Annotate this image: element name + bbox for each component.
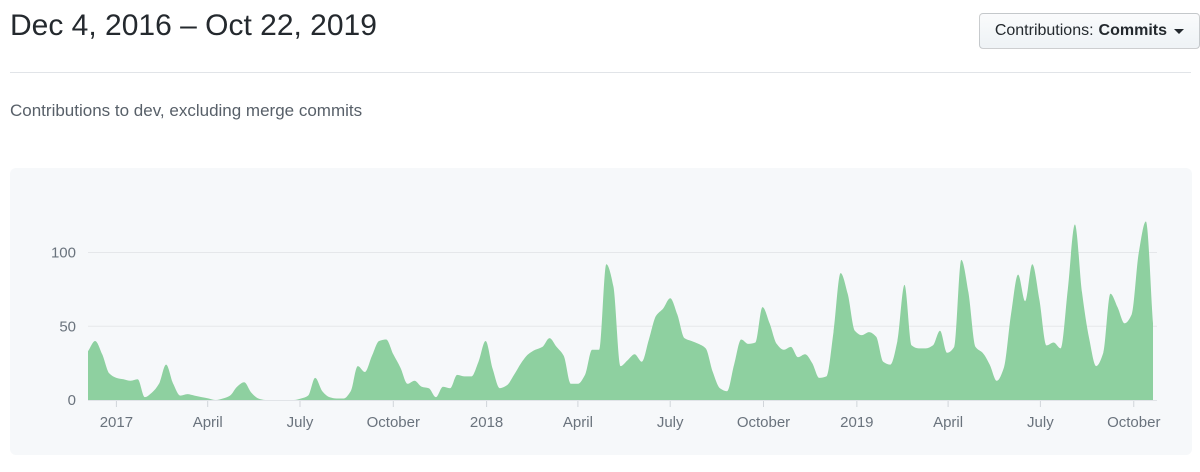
page-header: Dec 4, 2016 – Oct 22, 2019 — [10, 0, 1191, 73]
x-tick-label: October — [367, 414, 420, 431]
filter-button-value: Commits — [1098, 22, 1167, 39]
x-tick-label: July — [657, 414, 684, 431]
x-tick-label: July — [287, 414, 314, 431]
x-tick-label: 2019 — [840, 414, 873, 431]
x-tick-label: April — [193, 414, 223, 431]
dropdown-caret-icon — [1174, 28, 1184, 34]
x-tick-label: April — [563, 414, 593, 431]
date-range-title: Dec 4, 2016 – Oct 22, 2019 — [10, 9, 377, 42]
y-tick-label: 50 — [59, 318, 76, 335]
contributions-chart-panel: 0 50 100 2017 April July October 2018 April July O… — [10, 168, 1192, 455]
x-tick-label: 2018 — [470, 414, 503, 431]
x-tick-label: October — [737, 414, 790, 431]
contributions-chart-svg: 0 50 100 2017 April July October 2018 April July O… — [51, 221, 1160, 431]
x-tick-label: 2017 — [100, 414, 133, 431]
filter-button-label: Contributions: — [994, 22, 1094, 39]
y-tick-label: 0 — [68, 392, 76, 409]
x-tick-label: April — [933, 414, 963, 431]
commits-area-series — [88, 221, 1153, 400]
y-tick-label: 100 — [51, 245, 76, 262]
x-tick-label: October — [1107, 414, 1160, 431]
contributions-filter-button[interactable]: Contributions: Commits — [978, 13, 1200, 49]
x-tick-label: July — [1027, 414, 1054, 431]
chart-description: Contributions to dev, excluding merge co… — [10, 101, 363, 120]
